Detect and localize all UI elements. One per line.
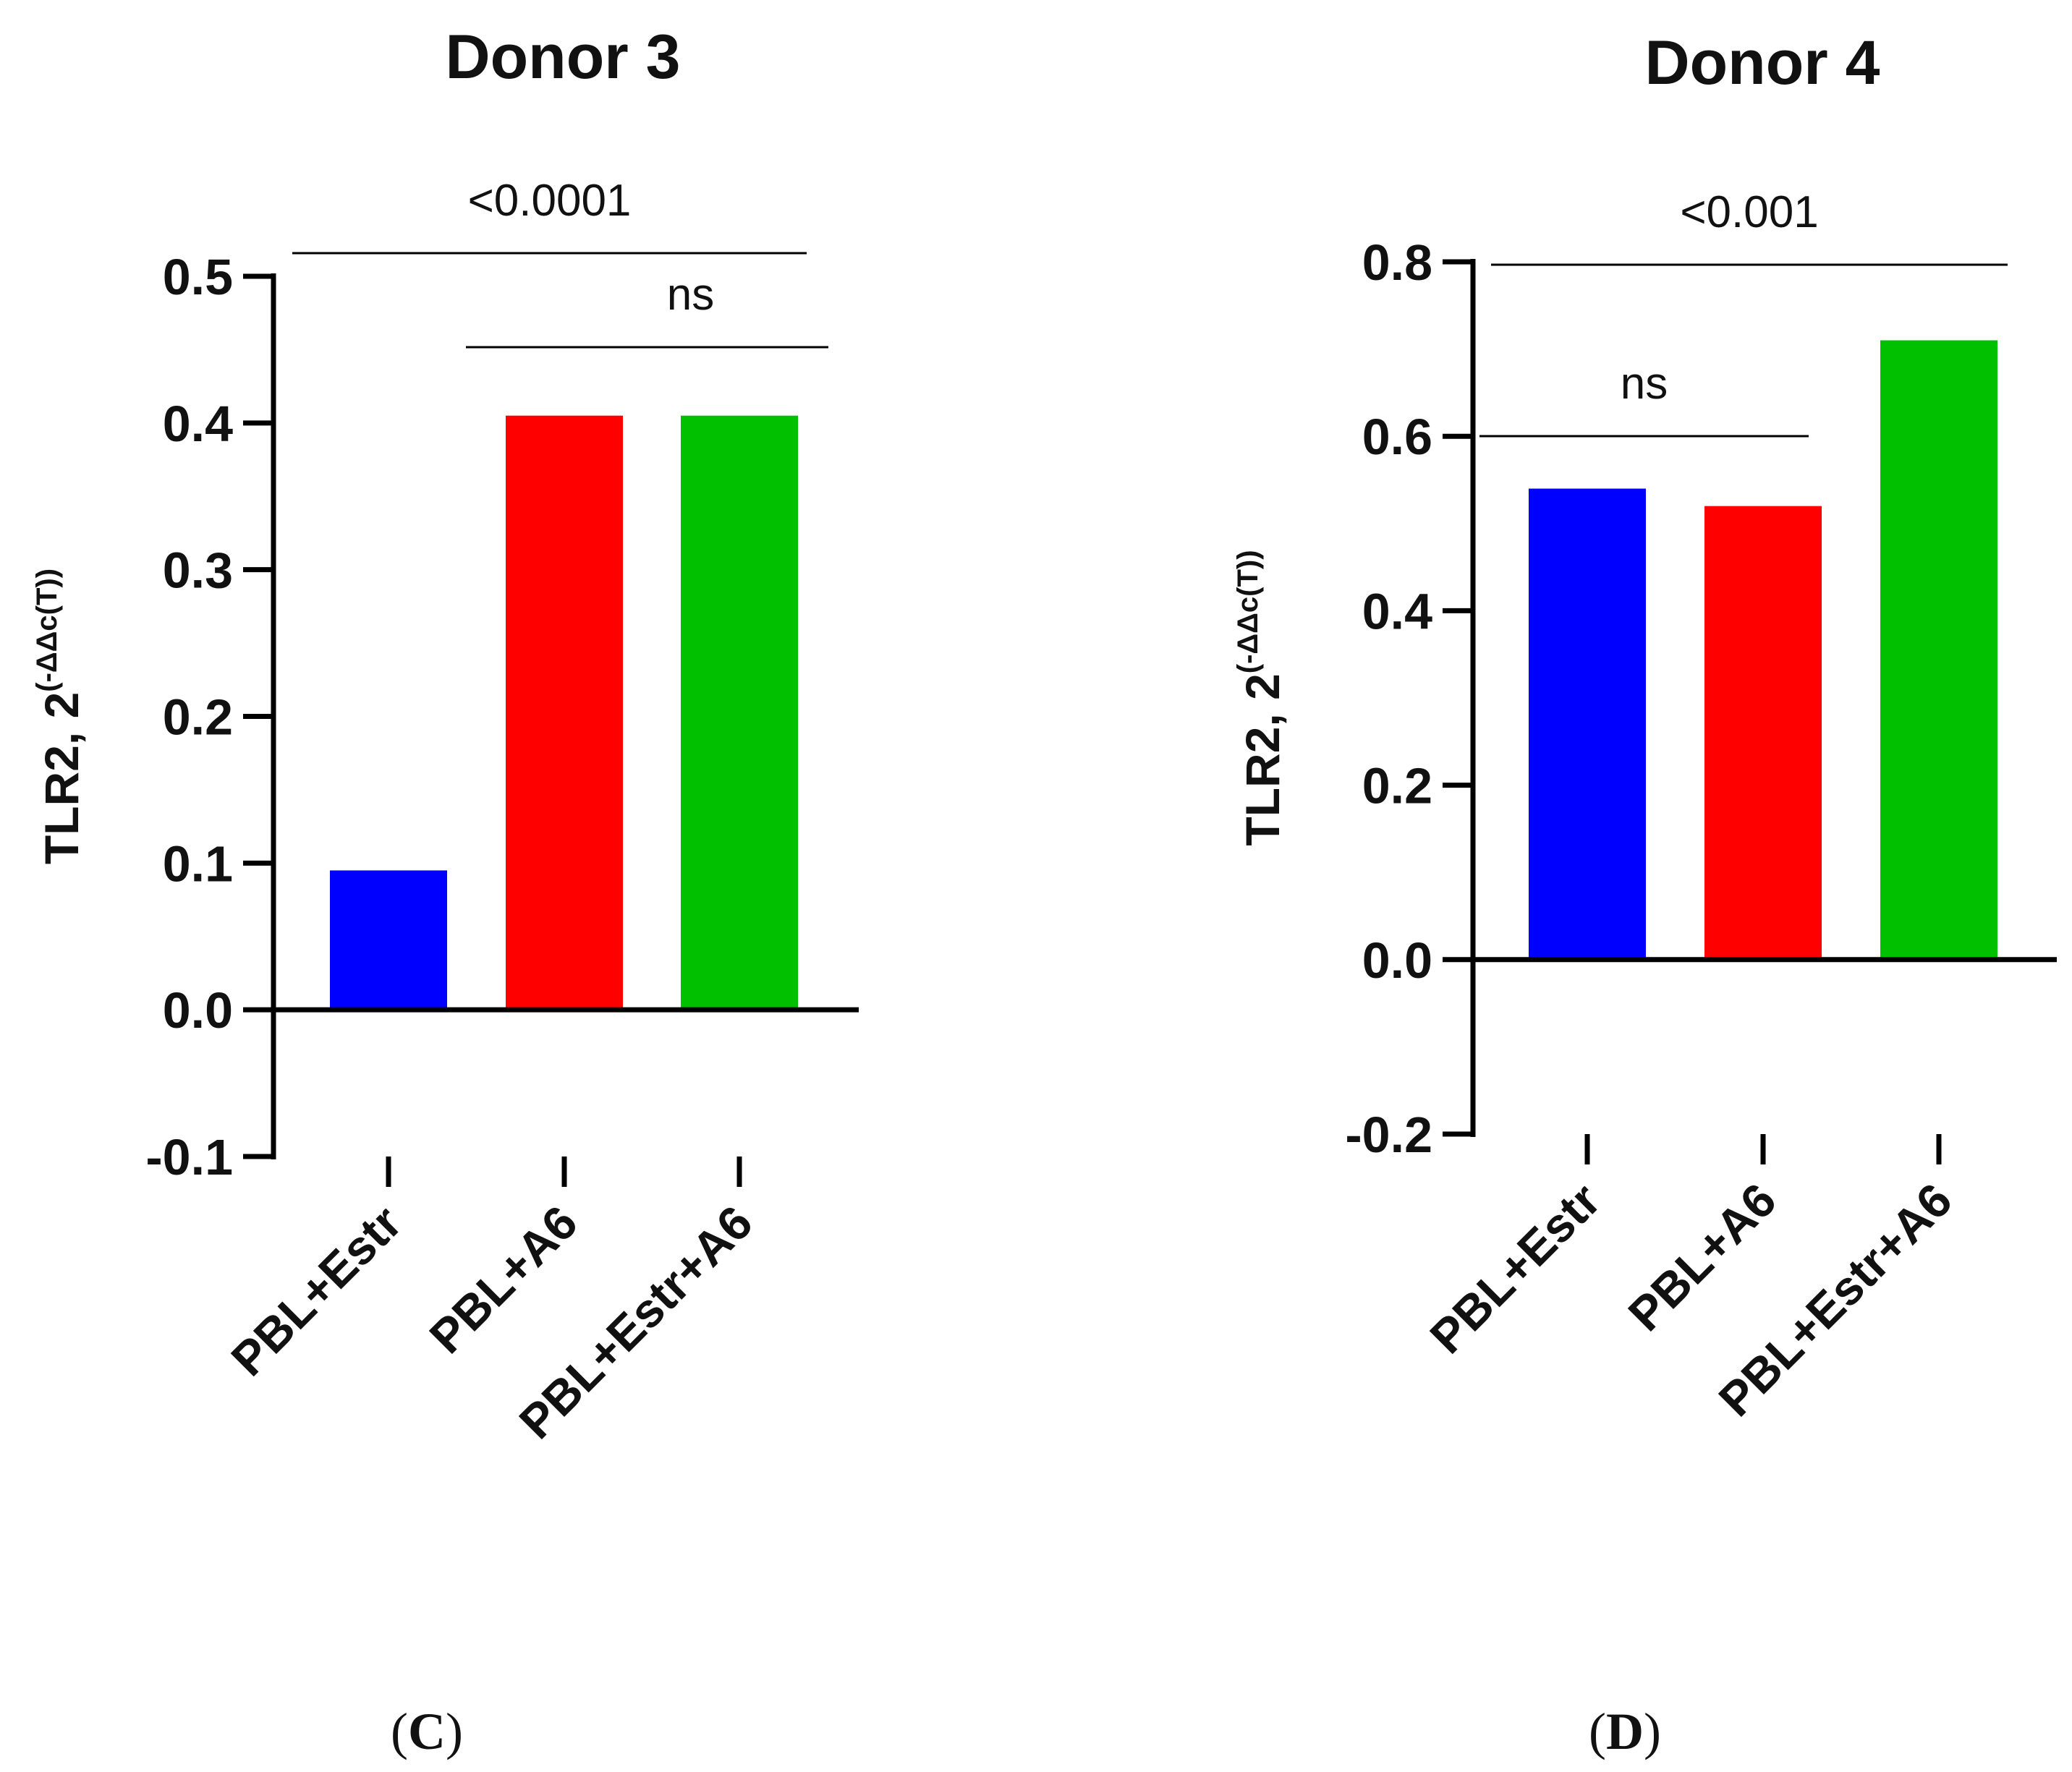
y-tick-label: 0.4 xyxy=(1362,583,1432,639)
y-axis-title: TLR2, 2(-ΔΔc(T)) xyxy=(31,568,88,864)
y-axis-title-superscript: (-ΔΔc(T)) xyxy=(1232,550,1264,673)
bar-pbl-estr-a6 xyxy=(1880,340,1997,960)
significance-label: <0.0001 xyxy=(468,176,632,226)
bar-pbl-a6 xyxy=(506,415,623,1010)
y-tick-label: 0.6 xyxy=(1362,409,1432,465)
y-tick-label: 0.2 xyxy=(1362,758,1432,814)
chart-title: Donor 4 xyxy=(1645,28,1880,98)
y-tick-label: 0.5 xyxy=(163,249,233,305)
significance-label: ns xyxy=(1621,359,1668,409)
y-tick-label: 0.1 xyxy=(163,835,233,892)
y-tick-label: 0.2 xyxy=(163,689,233,746)
significance-label: <0.001 xyxy=(1680,187,1818,237)
chart-title: Donor 3 xyxy=(446,22,681,92)
y-tick-label: 0.0 xyxy=(163,982,233,1039)
bar-pbl-estr-a6 xyxy=(681,415,798,1010)
y-tick-label: 0.4 xyxy=(163,396,233,452)
panel-letter: (D) xyxy=(1589,1703,1661,1760)
y-axis-title: TLR2, 2(-ΔΔc(T)) xyxy=(1232,550,1289,845)
panel-letter: (C) xyxy=(391,1703,463,1760)
y-tick-label: -0.1 xyxy=(145,1129,233,1185)
y-tick-label: 0.3 xyxy=(163,542,233,599)
bar-pbl-estr xyxy=(330,870,447,1010)
y-axis-title-superscript: (-ΔΔc(T)) xyxy=(31,568,63,692)
bar-pbl-estr xyxy=(1529,488,1646,960)
y-axis-title-main: TLR2, 2 xyxy=(1236,673,1289,845)
y-tick-label: 0.0 xyxy=(1362,932,1432,989)
y-tick-label: 0.8 xyxy=(1362,234,1432,291)
panel-letter-value: C xyxy=(408,1703,446,1760)
y-axis-title-main: TLR2, 2 xyxy=(35,692,88,864)
significance-label: ns xyxy=(667,270,714,320)
panel-letter-value: D xyxy=(1606,1703,1644,1760)
bar-pbl-a6 xyxy=(1704,506,1822,960)
y-tick-label: -0.2 xyxy=(1345,1107,1432,1163)
